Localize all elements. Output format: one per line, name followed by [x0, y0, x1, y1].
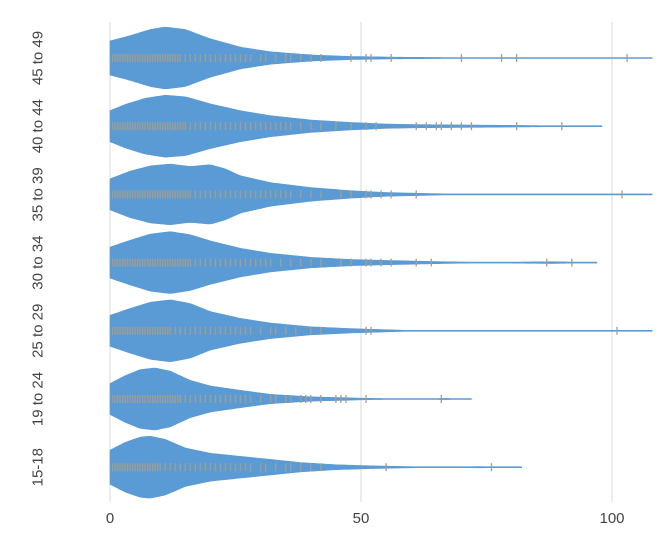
category-label-15-18: 15-18 [30, 448, 47, 486]
category-label-30-to-34: 30 to 34 [30, 235, 47, 289]
violin-group-30-to-34 [109, 231, 598, 294]
category-label-25-to-29: 25 to 29 [30, 304, 47, 358]
category-label-35-to-39: 35 to 39 [30, 167, 47, 221]
violin-group-45-to-49 [109, 26, 653, 90]
violin-group-35-to-39 [109, 163, 653, 225]
y-axis: 45 to 49 40 to 44 35 to 39 30 to 34 25 to 29… [30, 31, 47, 486]
violin-group-40-to-44 [109, 94, 603, 158]
x-tick-label-0: 0 [106, 510, 114, 527]
violin-group-25-to-29 [109, 299, 653, 362]
category-label-40-to-44: 40 to 44 [30, 99, 47, 153]
category-label-45-to-49: 45 to 49 [30, 31, 47, 85]
violin-group-15-18 [109, 436, 522, 499]
x-axis: 0 50 100 [106, 510, 625, 527]
violins [109, 26, 653, 499]
x-tick-label-100: 100 [599, 510, 624, 527]
violin-group-19-to-24 [109, 367, 472, 431]
x-tick-label-50: 50 [353, 510, 370, 527]
category-label-19-to-24: 19 to 24 [30, 372, 47, 426]
